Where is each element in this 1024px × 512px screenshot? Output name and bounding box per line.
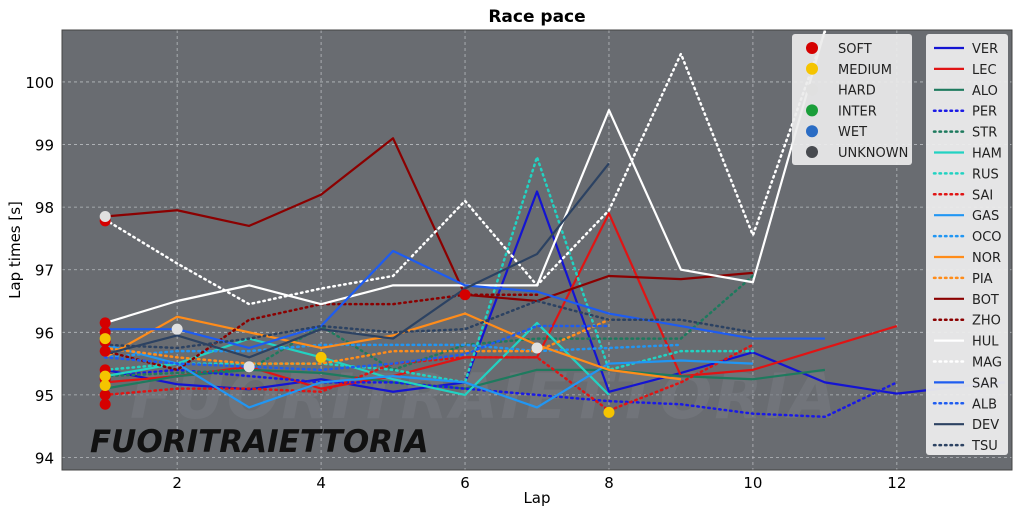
- series-line-mag: [103, 30, 827, 306]
- driver-legend-box: [926, 34, 1008, 455]
- driver-legend-label: ALB: [972, 397, 997, 412]
- tyre-point-medium: [315, 351, 327, 363]
- tyre-legend-marker: [806, 104, 818, 117]
- series-line-bot: [105, 137, 754, 303]
- series-line-tsu: [103, 299, 755, 350]
- plot-frame: [61, 29, 1013, 471]
- tyre-point-soft: [99, 345, 111, 357]
- driver-legend-label: VER: [972, 42, 998, 57]
- y-tick-label: 98: [35, 199, 54, 217]
- x-tick-label: 12: [887, 474, 906, 492]
- tyre-point-soft: [99, 389, 111, 401]
- series-line-dev: [104, 162, 610, 359]
- series-line-ham: [104, 321, 610, 396]
- driver-legend-label: SAI: [972, 188, 993, 203]
- tyre-point-hard: [243, 361, 255, 373]
- chart-title: Race pace: [488, 7, 585, 27]
- series-line-pia: [103, 318, 611, 365]
- axis-ticks: 2 4 6 8 10 12 94 95 96 97 98 99 100: [25, 74, 906, 492]
- driver-legend: VER LEC ALO PER STR HAM RUS SAI GAS OCO NOR PIA BOT Z…: [926, 34, 1008, 455]
- tyre-points: [99, 211, 615, 418]
- series-line-ver: [104, 190, 1005, 395]
- y-axis-label: Lap times [s]: [6, 201, 24, 299]
- x-tick-label: 2: [172, 474, 182, 492]
- tyre-point-medium: [99, 333, 111, 345]
- tyre-legend-marker: [806, 42, 818, 54]
- tyre-point-medium: [99, 380, 111, 392]
- x-tick-label: 10: [743, 474, 762, 492]
- tyre-legend-marker: [806, 62, 818, 75]
- tyre-legend-label: INTER: [838, 104, 877, 119]
- x-tick-label: 6: [460, 474, 470, 492]
- tyre-legend-label: UNKNOWN: [838, 146, 908, 161]
- driver-legend-label: GAS: [972, 209, 999, 224]
- x-axis-label: Lap: [523, 489, 550, 507]
- driver-legend-label: TSU: [971, 439, 998, 454]
- y-tick-label: 97: [35, 262, 54, 280]
- tyre-point-soft: [99, 317, 111, 329]
- y-tick-label: 96: [35, 324, 54, 342]
- driver-legend-label: NOR: [972, 251, 1001, 266]
- tyre-legend-label: HARD: [838, 84, 876, 99]
- tyre-legend-marker: [806, 146, 818, 158]
- driver-legend-label: ALO: [972, 84, 998, 99]
- driver-legend-label: OCO: [972, 230, 1002, 245]
- tyre-point-hard: [531, 342, 543, 354]
- y-tick-label: 94: [35, 449, 54, 467]
- tyre-legend-label: WET: [838, 125, 867, 140]
- driver-legend-label: ZHO: [972, 314, 1001, 329]
- series-lines: [103, 29, 1005, 419]
- tyre-legend-marker: [806, 125, 818, 138]
- tyre-point-soft: [459, 289, 471, 301]
- tyre-point-medium: [603, 406, 615, 418]
- driver-legend-label: BOT: [972, 293, 999, 308]
- grid: [62, 30, 1012, 470]
- series-line-nor: [104, 312, 682, 381]
- tyre-legend-box: [792, 34, 912, 165]
- series-line-gas: [104, 343, 753, 409]
- x-tick-label: 8: [604, 474, 614, 492]
- y-tick-label: 99: [35, 137, 54, 155]
- driver-legend-label: PIA: [972, 272, 993, 287]
- tyre-point-hard: [171, 323, 183, 335]
- tyre-legend: SOFT MEDIUM HARD INTER WET UNKNOWN: [792, 34, 912, 165]
- driver-legend-label: MAG: [972, 356, 1002, 371]
- driver-legend-label: HUL: [972, 335, 999, 350]
- series-line-alo: [104, 368, 826, 390]
- tyre-point-medium: [99, 370, 111, 382]
- y-tick-label: 100: [25, 74, 54, 92]
- driver-legend-label: STR: [972, 126, 997, 141]
- y-tick-label: 95: [35, 387, 54, 405]
- series-line-per: [103, 368, 899, 419]
- x-tick-label: 4: [316, 474, 326, 492]
- driver-legend-label: SAR: [972, 376, 998, 391]
- series-line-oco: [103, 343, 683, 359]
- driver-legend-label: PER: [972, 105, 997, 120]
- tyre-point-hard: [99, 211, 111, 223]
- series-line-alb: [103, 324, 611, 372]
- watermark-logo: FUORITRAIETTORIA: [90, 424, 429, 460]
- driver-legend-label: HAM: [972, 147, 1002, 162]
- tyre-legend-label: SOFT: [838, 42, 872, 57]
- series-line-sai: [103, 343, 755, 412]
- tyre-legend-label: MEDIUM: [838, 63, 892, 78]
- series-line-rus: [103, 155, 755, 384]
- driver-legend-label: RUS: [972, 167, 999, 182]
- series-line-str: [103, 274, 755, 378]
- driver-legend-label: DEV: [972, 418, 999, 433]
- driver-legend-label: LEC: [972, 63, 997, 78]
- tyre-point-soft: [99, 398, 111, 410]
- tyre-legend-marker: [806, 83, 818, 96]
